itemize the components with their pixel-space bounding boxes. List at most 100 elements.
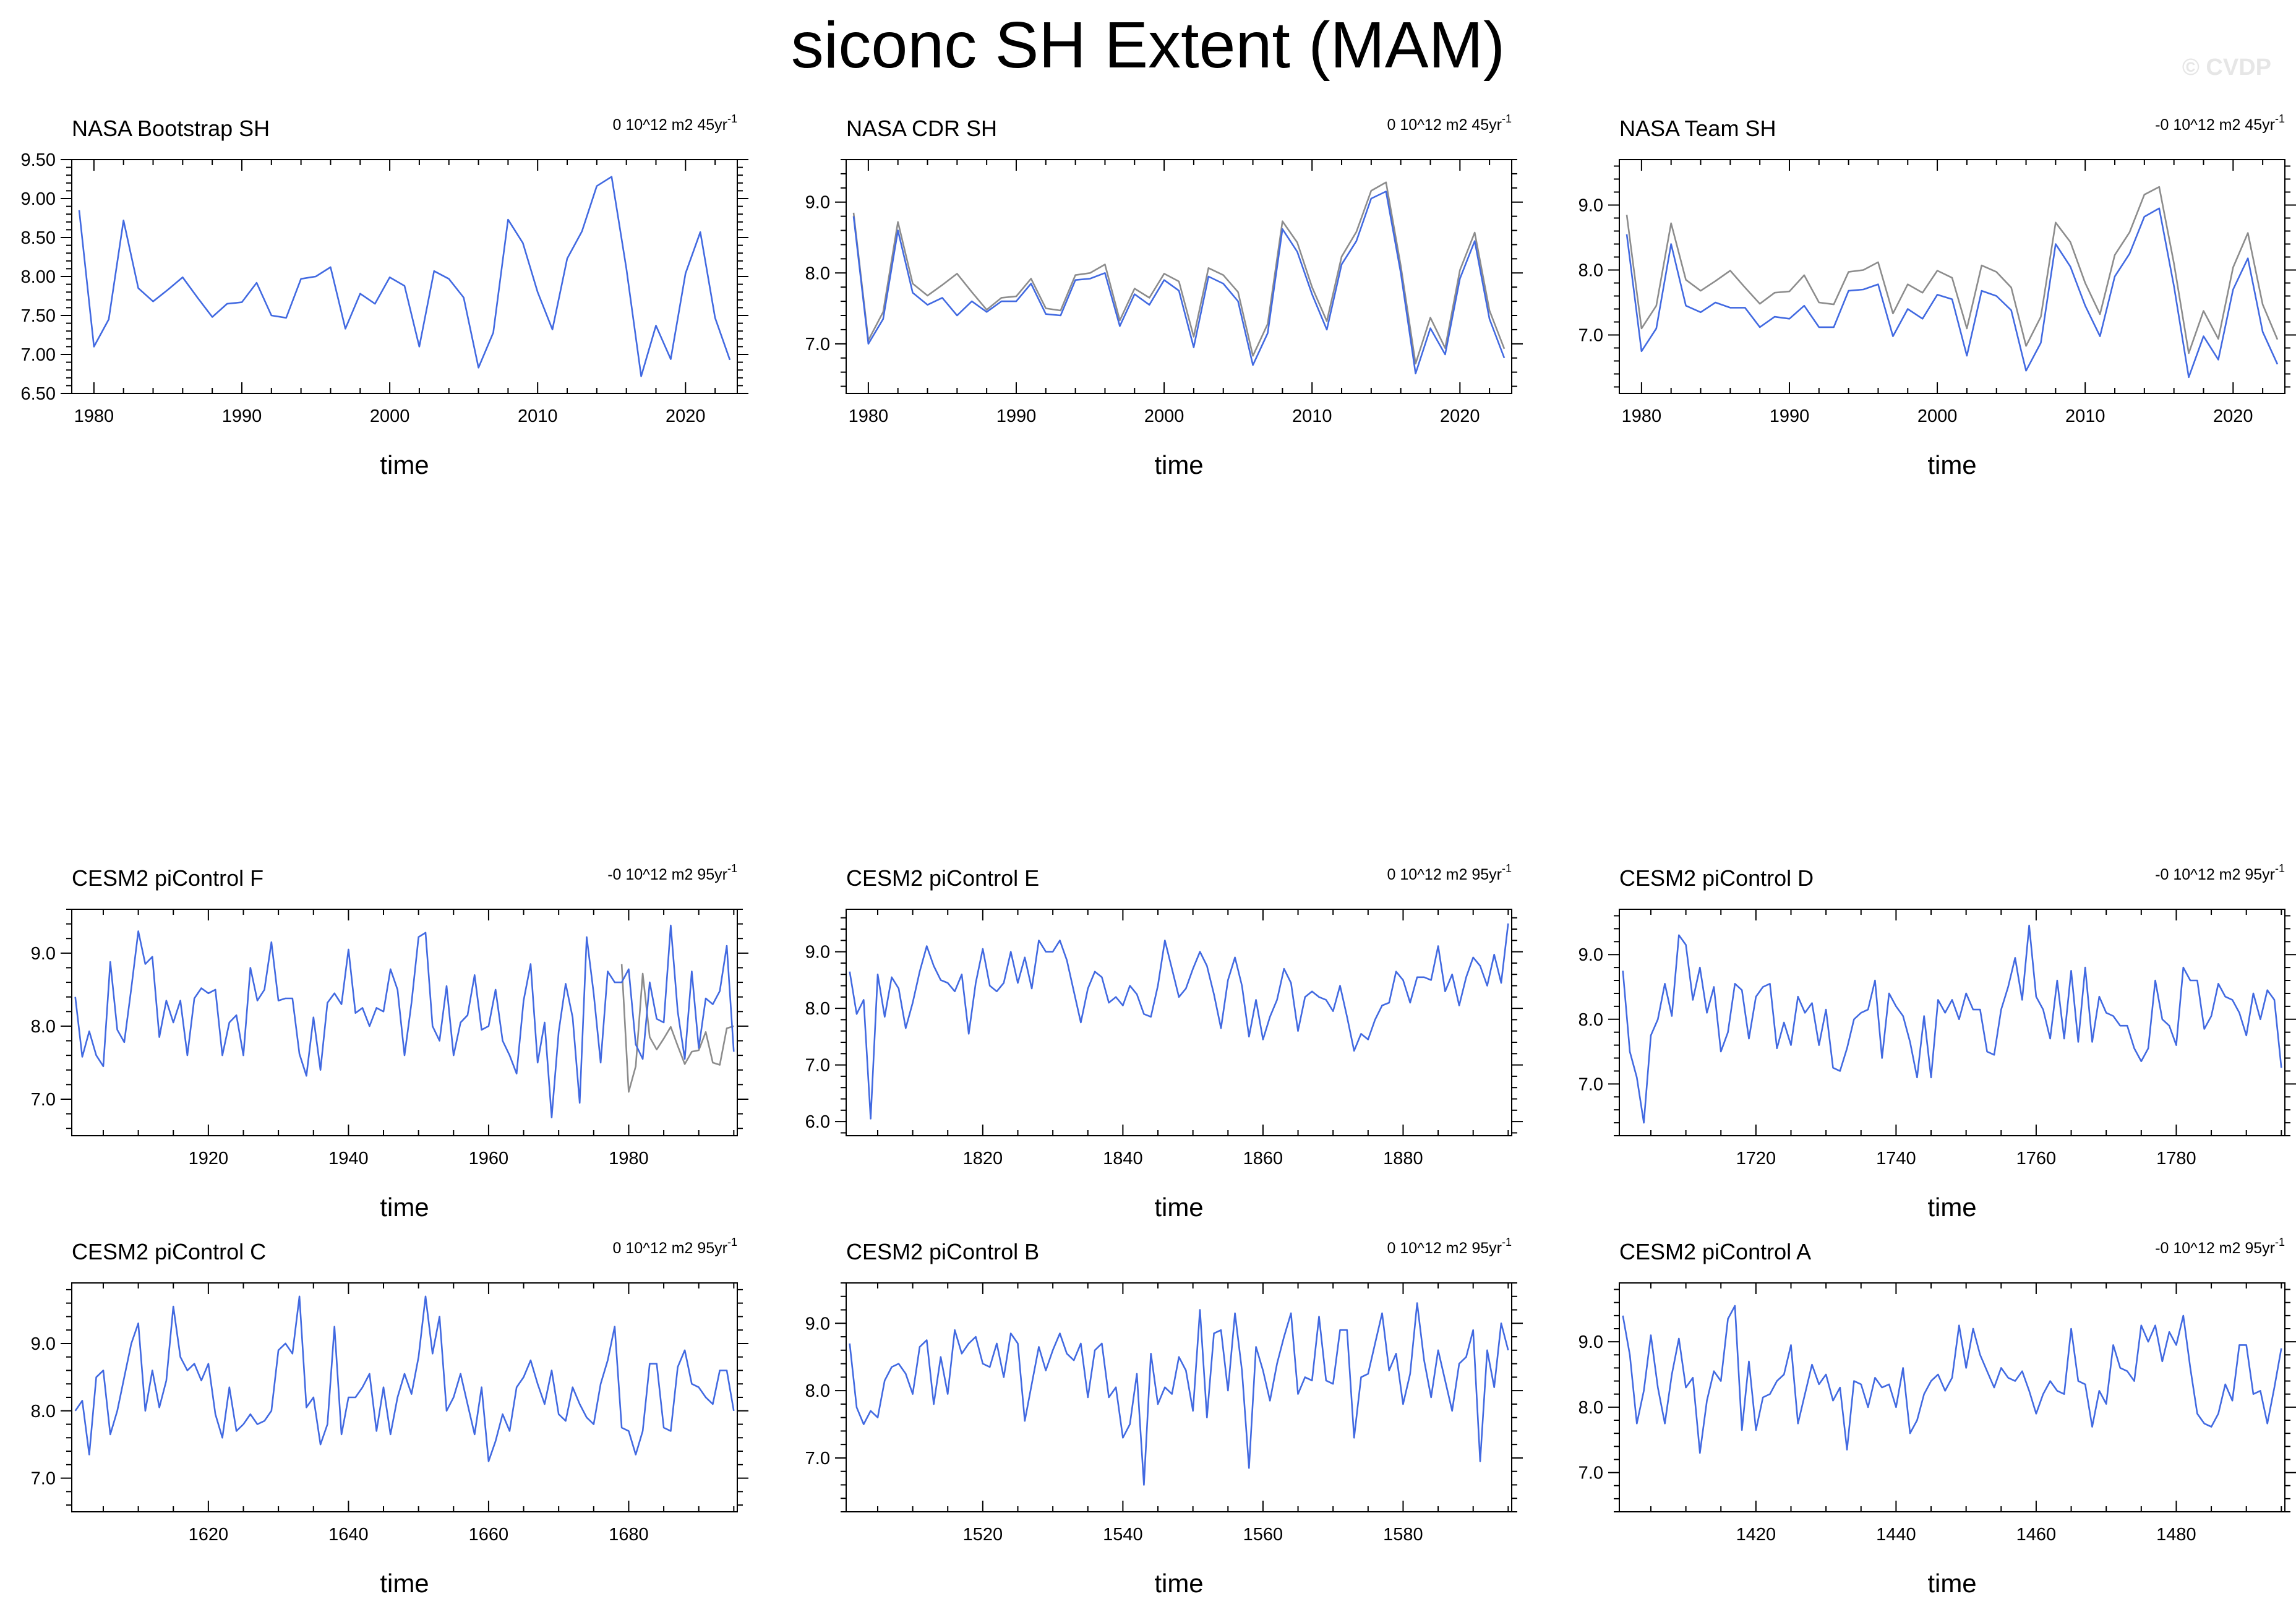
x-tick-label: 2020 bbox=[666, 406, 706, 426]
model-series-line bbox=[849, 923, 1509, 1120]
y-tick-label: 9.0 bbox=[1578, 196, 1603, 216]
x-tick-label: 1960 bbox=[469, 1149, 509, 1168]
x-tick-label: 1940 bbox=[328, 1149, 369, 1168]
y-tick-label: 8.0 bbox=[1578, 261, 1603, 281]
x-tick-label: 1780 bbox=[2156, 1149, 2196, 1168]
model-series-line bbox=[74, 1295, 735, 1462]
chart-panel-2: 1980 1990 2000 2010 2020 7.0 8.0 9.0 NASA CDR SH… bbox=[805, 113, 1523, 479]
model-series-line bbox=[1622, 924, 2282, 1124]
panel-trend: -0 10^12 m2 95yr-1 bbox=[2155, 1236, 2285, 1257]
x-tick-label: 1760 bbox=[2016, 1149, 2057, 1168]
y-tick-label: 7.00 bbox=[21, 345, 56, 365]
y-tick-label: 9.0 bbox=[31, 1334, 56, 1354]
obs-series-line bbox=[620, 964, 734, 1093]
page-title: siconc SH Extent (MAM) bbox=[790, 9, 1506, 82]
panel-title: CESM2 piControl F bbox=[72, 865, 263, 891]
x-tick-label: 1720 bbox=[1736, 1149, 1776, 1168]
y-tick-label: 7.0 bbox=[805, 1056, 830, 1076]
model-series-line bbox=[74, 924, 735, 1118]
x-axis-label: time bbox=[380, 450, 429, 479]
panel-trend: 0 10^12 m2 95yr-1 bbox=[1387, 1236, 1512, 1257]
plot-frame bbox=[846, 159, 1512, 394]
x-tick-label: 2020 bbox=[2213, 406, 2253, 426]
watermark: © CVDP bbox=[2182, 54, 2271, 80]
x-axis-label: time bbox=[1154, 1193, 1203, 1222]
y-tick-label: 9.50 bbox=[21, 150, 56, 170]
x-tick-label: 1440 bbox=[1876, 1525, 1916, 1545]
x-axis-label: time bbox=[1927, 1569, 1976, 1598]
x-tick-label: 2000 bbox=[1917, 406, 1958, 426]
panel-trend: -0 10^12 m2 95yr-1 bbox=[607, 862, 737, 883]
y-tick-label: 7.0 bbox=[31, 1090, 56, 1110]
x-tick-label: 1860 bbox=[1243, 1149, 1283, 1168]
x-tick-label: 1920 bbox=[189, 1149, 229, 1168]
panel-title: NASA Team SH bbox=[1619, 116, 1776, 141]
x-tick-label: 2000 bbox=[370, 406, 410, 426]
panel-trend: 0 10^12 m2 45yr-1 bbox=[1387, 113, 1512, 134]
x-axis-label: time bbox=[380, 1569, 429, 1598]
trend-exponent: -1 bbox=[2275, 862, 2285, 875]
x-tick-label: 1640 bbox=[328, 1525, 369, 1545]
x-tick-label: 2020 bbox=[1440, 406, 1480, 426]
panel-title: NASA CDR SH bbox=[846, 116, 997, 141]
plot-frame bbox=[846, 909, 1512, 1136]
trend-exponent: -1 bbox=[727, 1236, 737, 1248]
panel-trend: 0 10^12 m2 45yr-1 bbox=[613, 113, 737, 134]
x-tick-label: 1980 bbox=[609, 1149, 649, 1168]
trend-exponent: -1 bbox=[2275, 1236, 2285, 1248]
panel-title: NASA Bootstrap SH bbox=[72, 116, 270, 141]
x-tick-label: 1420 bbox=[1736, 1525, 1776, 1545]
y-tick-label: 6.50 bbox=[21, 384, 56, 404]
panel-trend: -0 10^12 m2 45yr-1 bbox=[2155, 113, 2285, 134]
chart-panel-1: 1980 1990 2000 2010 2020 6.50 7.00 7.50 8.00 8.50… bbox=[21, 113, 748, 479]
x-tick-label: 1840 bbox=[1103, 1149, 1143, 1168]
trend-exponent: -1 bbox=[727, 862, 737, 875]
chart-panel-4: 1920 1940 1960 1980 7.0 8.0 9.0 CESM2 piControl… bbox=[31, 862, 748, 1222]
x-tick-label: 1990 bbox=[222, 406, 262, 426]
plot-frame bbox=[1619, 909, 2285, 1136]
y-tick-label: 8.0 bbox=[31, 1402, 56, 1421]
y-tick-label: 7.0 bbox=[805, 1449, 830, 1468]
x-tick-label: 2010 bbox=[1292, 406, 1332, 426]
x-tick-label: 1540 bbox=[1103, 1525, 1143, 1545]
trend-exponent: -1 bbox=[2275, 113, 2285, 125]
x-axis-label: time bbox=[1154, 450, 1203, 479]
plot-frame bbox=[71, 909, 738, 1136]
x-axis-label: time bbox=[380, 1193, 429, 1222]
y-tick-label: 7.0 bbox=[805, 335, 830, 354]
model-series-line bbox=[849, 1302, 1509, 1486]
panel-trend: -0 10^12 m2 95yr-1 bbox=[2155, 862, 2285, 883]
trend-exponent: -1 bbox=[727, 113, 737, 125]
chart-panel-8: 1520 1540 1560 1580 7.0 8.0 9.0 CESM2 piControl… bbox=[805, 1236, 1523, 1598]
y-tick-label: 9.0 bbox=[805, 193, 830, 213]
y-tick-label: 7.0 bbox=[31, 1469, 56, 1489]
panel-trend: 0 10^12 m2 95yr-1 bbox=[1387, 862, 1512, 883]
y-tick-label: 9.0 bbox=[31, 944, 56, 964]
panel-title: CESM2 piControl C bbox=[72, 1239, 266, 1264]
y-tick-label: 9.0 bbox=[1578, 1332, 1603, 1352]
chart-panel-6: 1720 1740 1760 1780 7.0 8.0 9.0 CESM2 piControl… bbox=[1578, 862, 2296, 1222]
y-tick-label: 8.0 bbox=[31, 1017, 56, 1037]
model-series-line bbox=[1622, 1305, 2282, 1454]
x-tick-label: 1520 bbox=[963, 1525, 1003, 1545]
panel-trend: 0 10^12 m2 95yr-1 bbox=[613, 1236, 737, 1257]
y-tick-label: 8.0 bbox=[805, 999, 830, 1019]
x-tick-label: 1580 bbox=[1383, 1525, 1423, 1545]
plot-frame bbox=[71, 159, 738, 394]
y-tick-label: 8.00 bbox=[21, 267, 56, 287]
trend-exponent: -1 bbox=[1502, 862, 1512, 875]
y-tick-label: 8.0 bbox=[805, 264, 830, 283]
x-axis-label: time bbox=[1154, 1569, 1203, 1598]
x-tick-label: 2010 bbox=[518, 406, 558, 426]
y-tick-label: 8.0 bbox=[1578, 1010, 1603, 1030]
x-tick-label: 1980 bbox=[1622, 406, 1662, 426]
obs-series-line bbox=[852, 181, 1506, 365]
x-tick-label: 1680 bbox=[609, 1525, 649, 1545]
obs-series-line bbox=[1626, 186, 2279, 354]
chart-panel-9: 1420 1440 1460 1480 7.0 8.0 9.0 CESM2 piControl… bbox=[1578, 1236, 2296, 1598]
x-tick-label: 1460 bbox=[2016, 1525, 2057, 1545]
x-tick-label: 1880 bbox=[1383, 1149, 1423, 1168]
plot-frame bbox=[846, 1282, 1512, 1512]
plot-frame bbox=[1619, 1282, 2285, 1512]
